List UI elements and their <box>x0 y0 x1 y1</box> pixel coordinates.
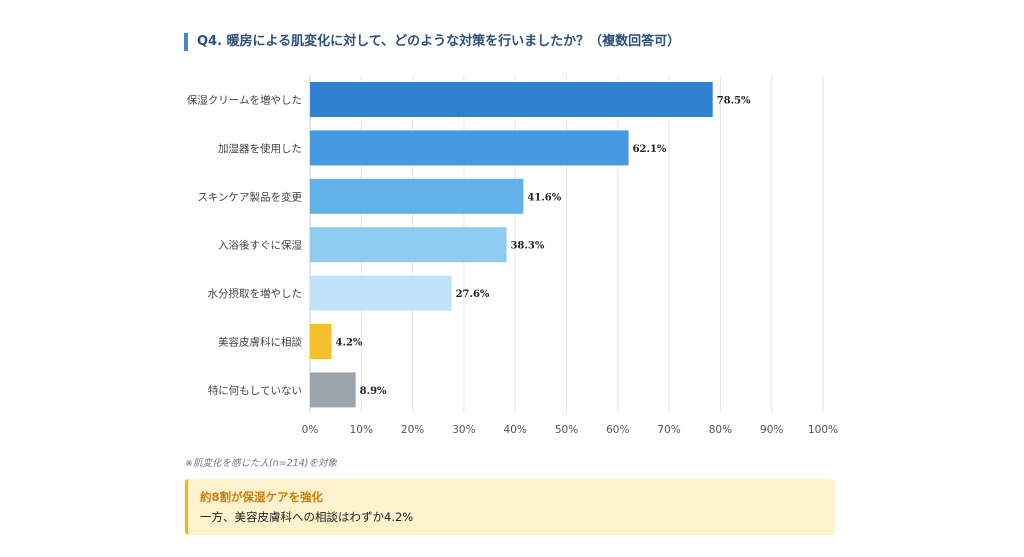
bar-chart: 0% 10% 20% 30% 40% 50% 60% 70% 80% 90% 100% 保湿クリームを… <box>187 75 838 436</box>
category-label: 美容皮膚科に相談 <box>218 336 302 349</box>
insight-callout: 約8割が保湿ケアを強化 一方、美容皮膚科への相談はわずか4.2% <box>185 479 835 535</box>
x-tick-label: 90% <box>760 424 783 436</box>
x-tick-label: 50% <box>555 424 578 436</box>
callout-heading: 約8割が保湿ケアを強化 <box>200 490 324 504</box>
bar <box>310 82 713 117</box>
data-label: 4.2% <box>336 338 363 349</box>
data-label: 38.3% <box>510 241 544 252</box>
category-label: 水分摂取を増やした <box>208 287 303 300</box>
data-label: 41.6% <box>527 192 561 203</box>
bar <box>310 130 629 166</box>
category-label: スキンケア製品を変更 <box>197 190 302 203</box>
bar <box>310 324 332 359</box>
data-label: 27.6% <box>456 289 490 300</box>
callout-body: 一方、美容皮膚科への相談はわずか4.2% <box>200 510 414 524</box>
bar <box>310 372 356 408</box>
x-tick-label: 30% <box>452 424 475 436</box>
x-tick-label: 100% <box>808 424 838 436</box>
bar <box>310 275 452 311</box>
x-tick-label: 80% <box>709 424 732 436</box>
bar <box>310 178 524 214</box>
category-label: 保湿クリームを増やした <box>187 94 302 107</box>
x-tick-label: 10% <box>350 424 373 436</box>
x-tick-label: 20% <box>401 424 424 436</box>
category-label: 加湿器を使用した <box>218 142 302 155</box>
chart-title: Q4. 暖房による肌変化に対して、どのような対策を行いましたか？（複数回答可） <box>184 33 680 51</box>
data-label: 78.5% <box>717 96 751 107</box>
x-tick-label: 60% <box>606 424 629 436</box>
category-label: 入浴後すぐに保湿 <box>218 239 302 252</box>
x-tick-label: 0% <box>302 424 319 436</box>
x-tick-label: 40% <box>504 424 527 436</box>
data-label: 8.9% <box>360 386 387 397</box>
bar <box>310 227 507 263</box>
category-label: 特に何もしていない <box>208 384 302 397</box>
x-tick-label: 70% <box>657 424 680 436</box>
data-label: 62.1% <box>633 144 667 155</box>
sample-note: ※肌変化を感じた人(n=214)を対象 <box>185 458 337 469</box>
